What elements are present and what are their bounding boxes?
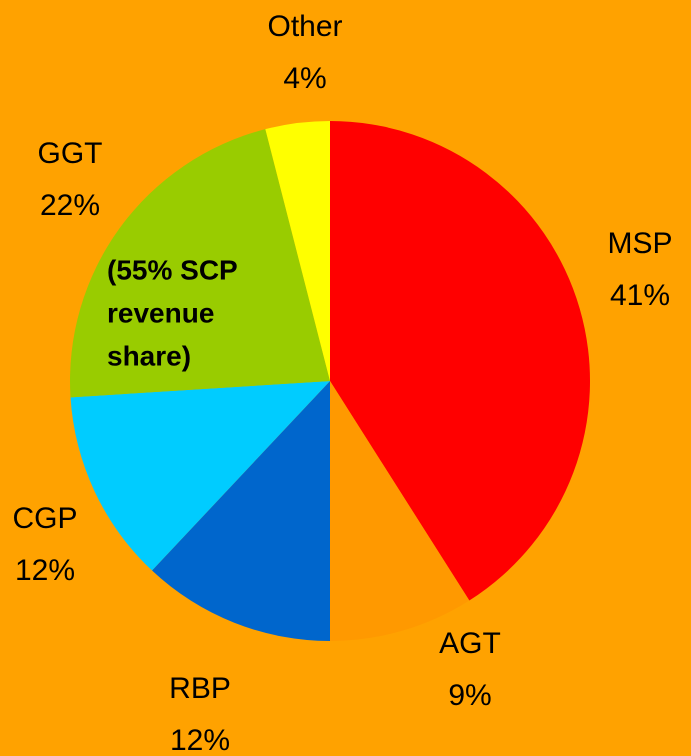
value-label: 22% bbox=[40, 189, 100, 222]
category-label: CGP bbox=[12, 502, 77, 535]
category-label: GGT bbox=[38, 137, 103, 170]
annotation: (55% SCP bbox=[107, 254, 238, 285]
value-label: 12% bbox=[15, 554, 75, 587]
category-label: AGT bbox=[439, 627, 501, 660]
pie-slice bbox=[265, 121, 330, 381]
pie-slice bbox=[152, 381, 330, 641]
annotation: revenue bbox=[107, 297, 214, 328]
category-label: Other bbox=[267, 10, 342, 43]
pie-slice bbox=[70, 129, 330, 398]
pie-slice bbox=[330, 121, 591, 601]
category-label: RBP bbox=[169, 672, 231, 705]
pie-slice bbox=[330, 381, 470, 641]
pie-slice bbox=[70, 381, 330, 571]
annotation: share) bbox=[107, 340, 191, 371]
value-label: 41% bbox=[610, 279, 670, 312]
value-label: 12% bbox=[170, 724, 230, 756]
category-label: MSP bbox=[607, 227, 672, 260]
value-label: 4% bbox=[283, 62, 326, 95]
value-label: 9% bbox=[448, 679, 491, 712]
